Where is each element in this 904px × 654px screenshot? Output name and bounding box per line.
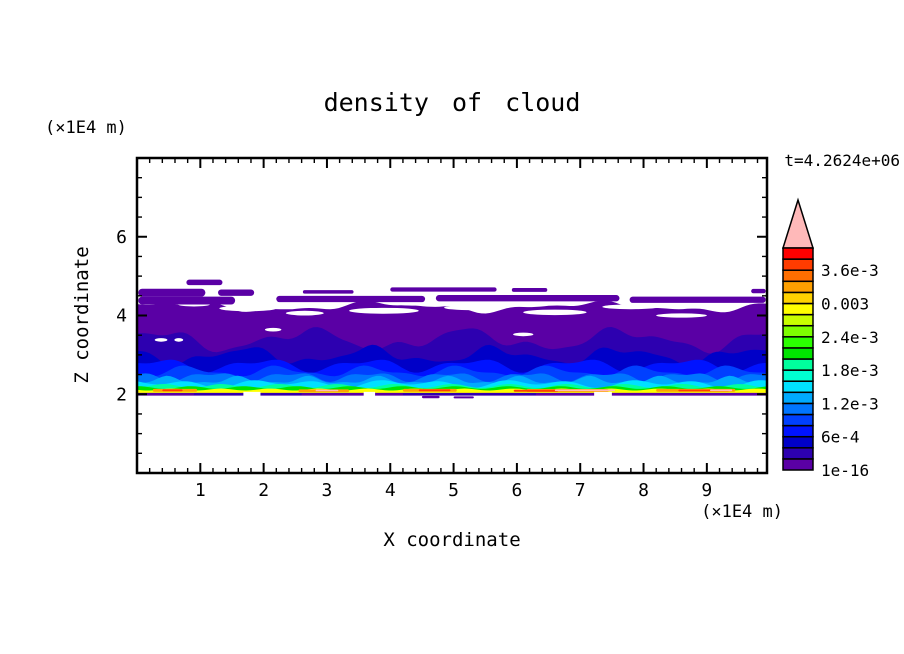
axis-tick-labels: 1 2 3 4 5 6 7 8 9 2 4 6 <box>116 227 712 501</box>
z-tick-label: 4 <box>116 306 127 327</box>
colorbar-segment <box>782 247 814 260</box>
colorbar-segment <box>782 380 814 394</box>
colorbar-segment <box>782 347 814 360</box>
colorbar-level-label: 1.2e-3 <box>821 394 879 413</box>
x-axis-units-label: (×1E4 m) <box>701 502 783 522</box>
z-axis-units-label: (×1E4 m) <box>45 118 127 138</box>
colorbar-segment <box>782 369 814 382</box>
colorbar-segment <box>782 447 814 460</box>
colorbar-segment <box>782 291 814 305</box>
z-tick-label: 2 <box>116 384 127 405</box>
colorbar-segment <box>782 413 814 427</box>
purple-ribbon <box>751 288 766 294</box>
white-hole <box>154 338 168 342</box>
white-hole <box>264 327 282 332</box>
base-line-gap <box>594 391 612 397</box>
purple-ribbon <box>138 288 206 297</box>
x-tick-label: 2 <box>258 480 269 501</box>
purple-ribbon <box>302 290 354 294</box>
time-annotation: t=4.2624e+06 <box>784 151 900 170</box>
z-axis-label: Z coordinate <box>71 246 93 383</box>
purple-ribbon <box>511 287 548 292</box>
hot-streak <box>710 389 733 392</box>
colorbar-segment <box>782 424 814 438</box>
purple-ribbon <box>138 296 236 305</box>
purple-ribbon <box>218 289 255 296</box>
z-tick-label: 6 <box>116 227 127 248</box>
white-hole <box>602 304 660 310</box>
x-tick-label: 1 <box>195 480 206 501</box>
white-hole <box>513 332 534 337</box>
hot-streak <box>554 389 616 392</box>
x-tick-label: 6 <box>511 480 522 501</box>
colorbar-segment <box>782 324 814 338</box>
colorbar-segment <box>782 313 814 327</box>
purple-ribbon <box>390 287 497 292</box>
below-base-blob <box>421 395 440 399</box>
purple-ribbon <box>186 279 223 286</box>
cloud-base-dash <box>402 393 536 396</box>
purple-ribbon <box>435 295 620 302</box>
x-axis-label: X coordinate <box>383 529 520 551</box>
colorbar-segment <box>782 358 814 371</box>
x-tick-label: 3 <box>322 480 333 501</box>
white-hole <box>396 301 435 306</box>
colorbar-level-label: 6e-4 <box>821 428 860 447</box>
x-tick-label: 8 <box>638 480 649 501</box>
x-tick-label: 7 <box>575 480 586 501</box>
colorbar-overflow-arrow <box>781 197 815 249</box>
white-hole <box>523 309 587 316</box>
x-tick-label: 4 <box>385 480 396 501</box>
hot-streak <box>418 389 451 392</box>
chart-title: density of cloud <box>324 88 581 117</box>
colorbar-segment <box>782 458 814 471</box>
colorbar-segment <box>782 302 814 316</box>
purple-ribbon <box>629 296 766 303</box>
colorbar-level-label: 0.003 <box>821 295 869 314</box>
x-tick-label: 9 <box>701 480 712 501</box>
colorbar-segment <box>782 435 814 449</box>
purple-ribbon <box>276 295 426 303</box>
base-line-gap <box>243 391 261 397</box>
contour-field <box>137 279 767 399</box>
colorbar-segment <box>782 280 814 294</box>
colorbar-segment <box>782 258 814 271</box>
colorbar-segment <box>782 269 814 283</box>
colorbar-level-label: 3.6e-3 <box>821 261 879 280</box>
hot-streak <box>513 389 559 392</box>
white-hole <box>444 305 502 311</box>
colorbar-level-label: 2.4e-3 <box>821 328 879 347</box>
colorbar-labels: 1e-16 6e-4 1.2e-3 1.8e-3 2.4e-3 0.003 3.6e-3 <box>821 261 879 480</box>
white-hole <box>219 305 277 312</box>
axis-ticks <box>137 158 767 473</box>
colorbar-level-label: 1e-16 <box>821 461 869 480</box>
colorbar-level-label: 1.8e-3 <box>821 361 879 380</box>
hot-streak <box>315 389 339 392</box>
white-hole <box>349 307 419 314</box>
base-line-gap <box>363 391 376 397</box>
white-hole <box>174 338 184 342</box>
x-tick-label: 5 <box>448 480 459 501</box>
colorbar-segment <box>782 336 814 349</box>
below-base-blob <box>453 396 474 399</box>
colorbar-segment <box>782 391 814 405</box>
hot-streak <box>162 389 183 392</box>
white-hole <box>656 313 707 318</box>
colorbar <box>781 197 815 471</box>
colorbar-segment <box>782 402 814 416</box>
white-hole <box>285 310 324 316</box>
